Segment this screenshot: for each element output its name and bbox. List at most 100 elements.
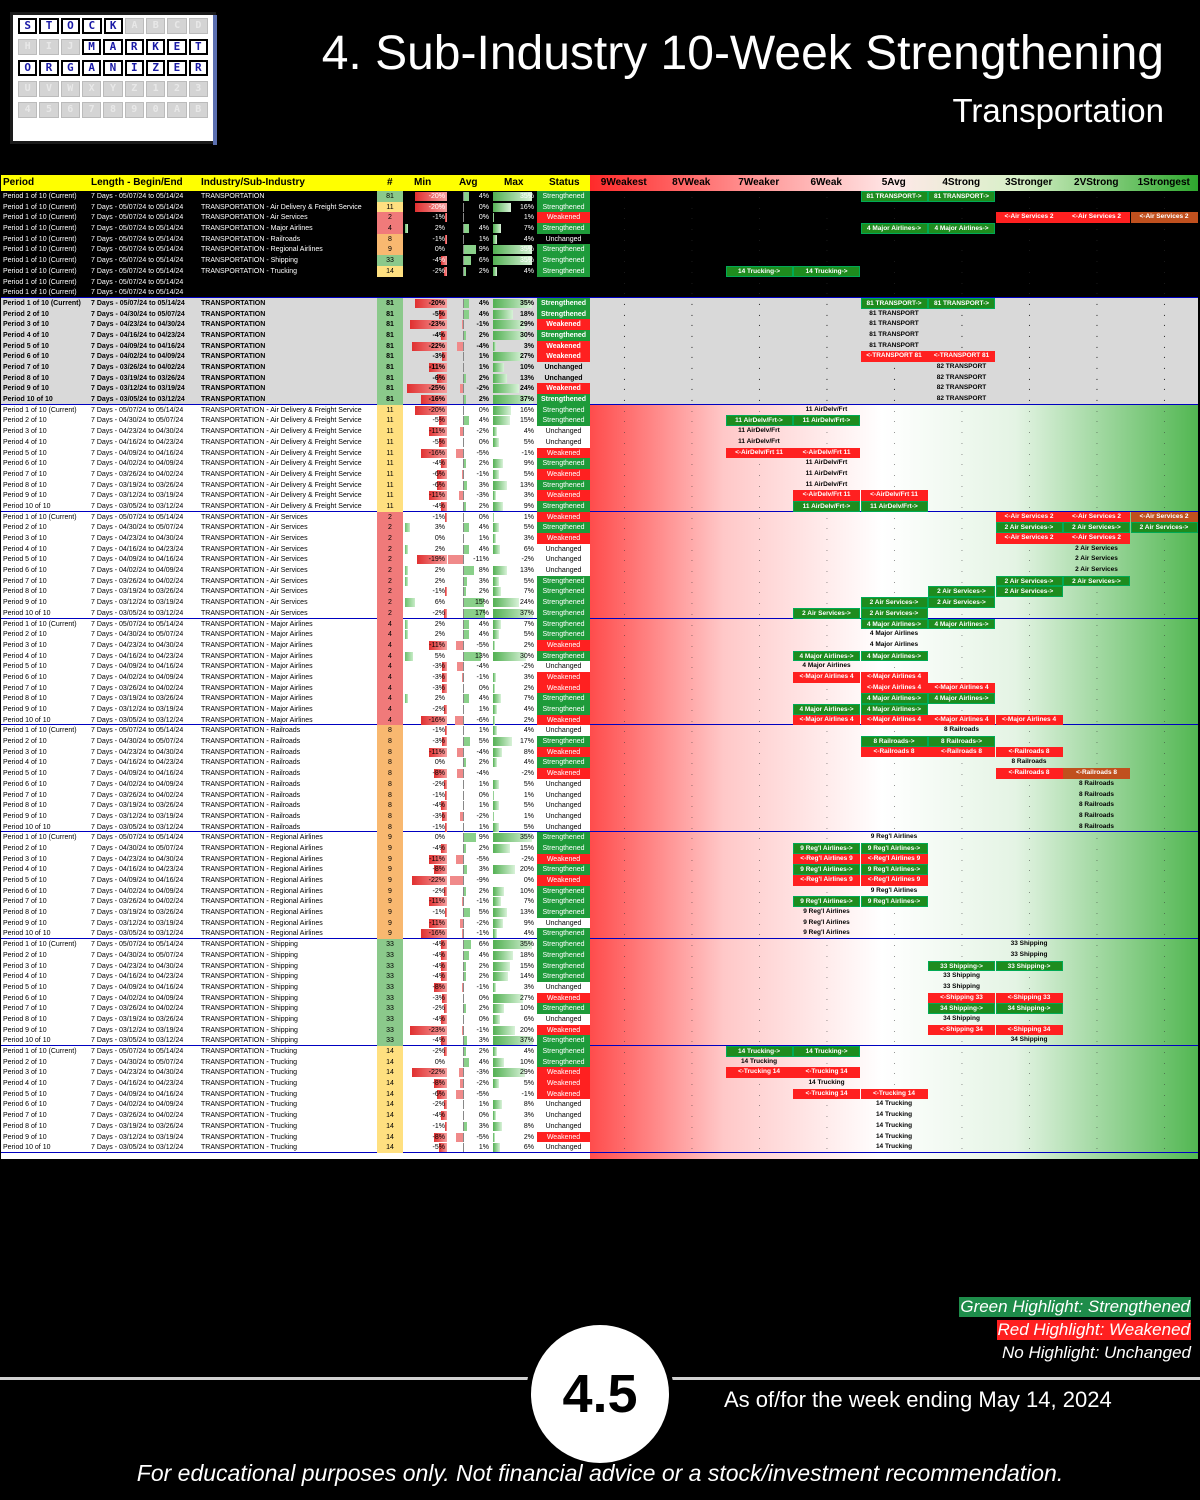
- logo-tile: 6: [60, 102, 80, 118]
- row-min: -22%: [428, 877, 445, 884]
- zone-dot: .: [691, 374, 693, 382]
- zone-dot: .: [961, 887, 963, 895]
- zone-dot: .: [623, 235, 626, 243]
- zone-dot: .: [691, 214, 693, 222]
- zone-dot: .: [826, 1037, 828, 1045]
- row-length: 7 Days - 04/16/24 to 04/23/24: [91, 866, 184, 874]
- zone-dot: .: [758, 620, 761, 628]
- row-status: Weakened: [537, 714, 590, 726]
- max-bar: [493, 790, 495, 800]
- zone-label: <-TRANSPORT 81: [860, 351, 928, 362]
- zone-label: 14 Trucking: [875, 1121, 913, 1129]
- zone-dot: .: [1028, 812, 1031, 820]
- row-max: 1%: [523, 812, 534, 820]
- min-bar: [445, 1121, 447, 1131]
- row-avg: 2%: [478, 844, 489, 852]
- max-bar: [493, 587, 501, 597]
- avg-axis: [463, 897, 464, 907]
- zone-dot: .: [961, 941, 963, 949]
- row-industry: TRANSPORTATION - Shipping: [201, 1026, 298, 1034]
- zone-dot: .: [1096, 962, 1098, 970]
- row-avg: 1%: [478, 823, 489, 831]
- zone-dot: .: [1163, 449, 1166, 457]
- zone-label: 9 Reg'l Airlines: [870, 245, 918, 253]
- zone-label: <-Reg'l Airlines 9: [793, 875, 860, 886]
- zone-dot: .: [1163, 844, 1166, 852]
- zone-dot: .: [623, 310, 626, 318]
- row-max: 16%: [519, 406, 534, 414]
- row-max: 37%: [519, 609, 534, 617]
- table-row: Period 8 of 10 7 Days - 03/19/24 to 03/26…: [1, 693, 1198, 704]
- zone-dot: .: [623, 1144, 626, 1152]
- zone-dot: .: [623, 1026, 626, 1034]
- row-status: Unchanged: [545, 428, 582, 436]
- row-length: 7 Days - 04/23/24 to 04/30/24: [91, 855, 184, 863]
- avg-bar: [460, 427, 463, 437]
- row-avg: 3%: [478, 577, 489, 585]
- zone-dot: .: [1028, 930, 1031, 938]
- row-period: Period 6 of 10: [3, 887, 47, 895]
- max-bar: [493, 737, 512, 747]
- zone-dot: .: [1028, 364, 1031, 371]
- zone-dot: .: [691, 983, 693, 991]
- row-period: Period 8 of 10: [3, 802, 47, 810]
- row-status: Unchanged: [545, 1144, 582, 1152]
- row-status: Strengthened: [537, 586, 590, 598]
- row-avg: 4%: [478, 193, 489, 200]
- zone-dot: .: [623, 492, 626, 500]
- zone-dot: .: [691, 887, 693, 895]
- zone-label: 8 Railroads: [1078, 779, 1115, 787]
- zone-dot: .: [1028, 973, 1031, 981]
- row-avg: 3%: [478, 1122, 489, 1130]
- row-min: -1%: [432, 1122, 445, 1130]
- zone-dot: .: [758, 524, 761, 532]
- table-row: Period 5 of 10 7 Days - 04/09/24 to 04/16…: [1, 447, 1198, 459]
- table-row: Period 7 of 10 7 Days - 03/26/24 to 04/02…: [1, 682, 1198, 694]
- row-status: Unchanged: [545, 1101, 582, 1109]
- zone-dot: .: [623, 1015, 626, 1023]
- row-min: -16%: [428, 930, 445, 938]
- row-min: -4%: [432, 844, 445, 852]
- logo-tile: 5: [39, 102, 59, 118]
- row-length: 7 Days - 05/07/24 to 05/14/24: [91, 727, 184, 735]
- row-industry: TRANSPORTATION - Major Airlines: [201, 225, 313, 233]
- row-status: Weakened: [537, 212, 590, 224]
- max-bar: [493, 491, 497, 501]
- row-max: 4%: [523, 706, 534, 713]
- zone-dot: .: [623, 951, 626, 959]
- col-status: Status: [549, 177, 580, 188]
- row-max: 2%: [523, 641, 534, 649]
- zone-dot: .: [1096, 470, 1098, 478]
- zone-dot: .: [758, 802, 761, 810]
- avg-axis: [463, 1079, 464, 1089]
- row-status: Strengthened: [537, 265, 590, 277]
- zone-label: 2 Air Services: [1075, 566, 1118, 574]
- avg-bar: [457, 341, 463, 351]
- col-length: Length - Begin/End: [91, 177, 183, 188]
- row-status: Weakened: [537, 682, 590, 694]
- zone-dot: .: [893, 812, 896, 820]
- min-bar: [442, 672, 447, 682]
- row-count: 9: [377, 853, 403, 865]
- zone-dot: .: [623, 994, 626, 1002]
- row-status: Weakened: [537, 1088, 590, 1100]
- max-bar: [493, 234, 498, 244]
- zone-dot: .: [691, 481, 693, 489]
- row-min: -23%: [428, 321, 445, 329]
- row-period: Period 3 of 10: [3, 321, 49, 329]
- zone-dot: .: [1163, 193, 1166, 200]
- zone-dot: .: [893, 588, 896, 596]
- row-period: Period 9 of 10: [3, 706, 47, 713]
- row-period: Period 5 of 10: [3, 449, 47, 457]
- row-length: 7 Days - 05/07/24 to 05/14/24: [91, 246, 184, 254]
- zone-label: 11 AirDelv/Frt: [805, 480, 848, 488]
- table-row: Period 9 of 10 7 Days - 03/12/24 to 03/19…: [1, 704, 1198, 715]
- max-bar: [493, 897, 501, 907]
- row-min: 0%: [434, 834, 445, 842]
- table-row: Period 10 of 10 7 Days - 03/05/24 to 03/1…: [1, 1035, 1198, 1046]
- zone-dot: .: [758, 588, 761, 596]
- row-industry: TRANSPORTATION - Major Airlines: [201, 706, 313, 713]
- row-status: Strengthened: [537, 842, 590, 854]
- min-bar: [443, 266, 447, 276]
- zone-dot: .: [623, 780, 626, 788]
